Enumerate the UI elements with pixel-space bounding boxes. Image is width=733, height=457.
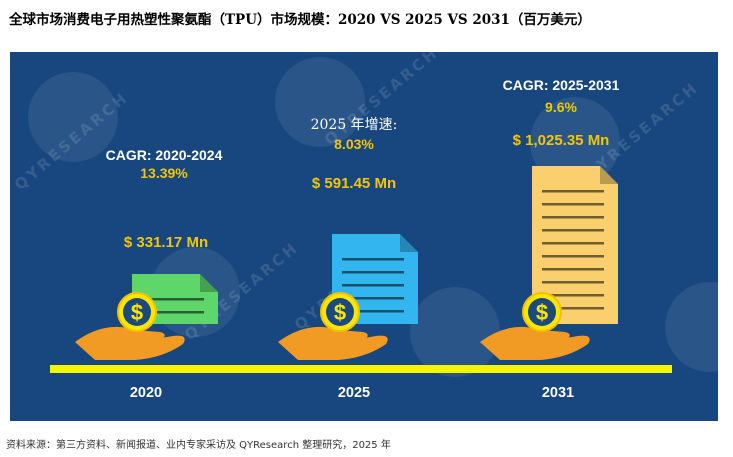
document-text-line	[542, 281, 604, 284]
coin-hand-icon-2020: $	[75, 292, 185, 360]
baseline-bar	[50, 365, 672, 373]
value-label-2031: $ 1,025.35 Mn	[512, 132, 610, 149]
document-text-line	[542, 294, 604, 297]
page-title: 全球市场消费电子用热塑性聚氨酯（TPU）市场规模：2020 VS 2025 VS…	[9, 12, 591, 28]
document-text-line	[542, 242, 604, 245]
document-text-line	[542, 255, 604, 258]
document-text-line	[542, 190, 604, 193]
watermark-globe	[665, 282, 718, 372]
document-text-line	[342, 284, 404, 287]
document-text-line	[542, 203, 604, 206]
document-text-line	[142, 298, 204, 301]
cagr-2020-value: 13.39%	[140, 165, 188, 181]
svg-text:$: $	[334, 300, 346, 325]
document-fold	[200, 274, 218, 292]
x-tick-2031: 2031	[541, 385, 575, 401]
document-fold	[600, 166, 618, 184]
document-text-line	[342, 297, 404, 300]
watermark-globe	[28, 72, 118, 162]
value-label-2025: $ 591.45 Mn	[311, 175, 397, 192]
value-label-2020: $ 331.17 Mn	[123, 234, 209, 251]
document-text-line	[142, 311, 204, 314]
watermark-globe	[410, 287, 500, 377]
document-text-line	[542, 216, 604, 219]
document-text-line	[342, 271, 404, 274]
cagr-2031-label: CAGR: 2025-2031	[502, 77, 620, 93]
x-tick-2020: 2020	[129, 385, 163, 401]
cagr-2031-value: 9.6%	[545, 99, 577, 115]
document-text-line	[542, 307, 604, 310]
document-fold	[400, 234, 418, 252]
document-text-line	[542, 268, 604, 271]
growth-2025-label: 2025 年增速:	[310, 117, 398, 133]
watermark-globe	[275, 57, 365, 147]
document-text-line	[542, 229, 604, 232]
document-text-line	[342, 258, 404, 261]
source-note: 资料来源：第三方资料、新闻报道、业内专家采访及 QYResearch 整理研究，…	[6, 440, 391, 451]
svg-text:$: $	[131, 300, 143, 325]
coin-hand-icon-2025: $	[278, 292, 388, 360]
svg-text:$: $	[536, 300, 548, 325]
x-tick-2025: 2025	[337, 385, 371, 401]
chart-panel: QYRESEARCH QYRESEARCH QYRESEARCH QYRESEA…	[10, 52, 718, 421]
bar-2031-document-icon	[532, 166, 618, 324]
cagr-2020-label: CAGR: 2020-2024	[105, 147, 223, 163]
document-text-line	[342, 310, 404, 313]
coin-hand-icon-2031: $	[480, 292, 590, 360]
growth-2025-value: 8.03%	[334, 136, 374, 152]
